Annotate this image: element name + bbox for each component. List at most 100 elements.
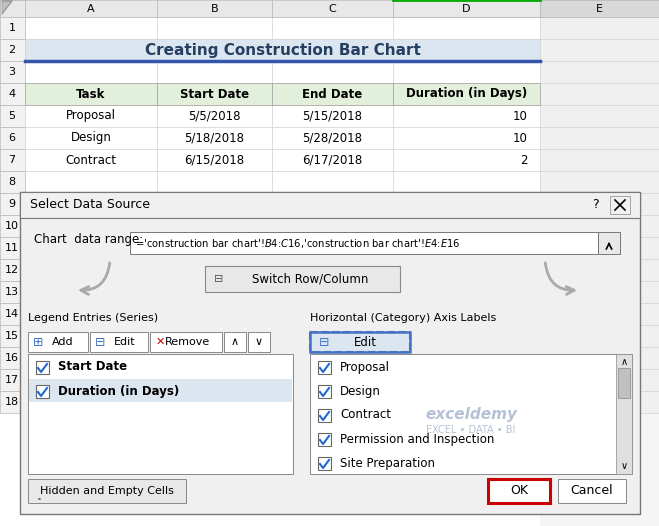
Bar — [618, 368, 630, 398]
Text: 6: 6 — [9, 133, 16, 143]
Bar — [393, 0, 540, 17]
Bar — [311, 427, 616, 450]
Bar — [157, 105, 272, 127]
Bar — [25, 193, 157, 215]
Bar — [310, 354, 632, 474]
Bar — [272, 215, 393, 237]
Bar — [272, 61, 393, 83]
Bar — [150, 332, 222, 352]
Bar — [540, 83, 659, 105]
Bar — [616, 354, 632, 474]
Bar — [25, 303, 157, 325]
Text: 3: 3 — [9, 67, 16, 77]
Bar — [157, 281, 272, 303]
Text: End Date: End Date — [302, 87, 362, 100]
Bar — [25, 39, 540, 61]
Bar — [310, 332, 410, 352]
Bar — [0, 105, 25, 127]
Bar — [272, 171, 393, 193]
Text: OK: OK — [510, 484, 528, 498]
Bar — [393, 171, 540, 193]
Bar — [157, 171, 272, 193]
Text: Duration (in Days): Duration (in Days) — [58, 385, 179, 398]
Bar — [25, 149, 157, 171]
Text: D: D — [462, 4, 471, 14]
Bar — [272, 193, 393, 215]
Bar — [272, 0, 393, 17]
Bar — [540, 61, 659, 83]
Bar — [598, 232, 620, 254]
FancyArrowPatch shape — [81, 263, 110, 295]
Bar — [393, 17, 540, 39]
Bar — [540, 281, 659, 303]
Bar — [157, 61, 272, 83]
Bar — [157, 83, 272, 105]
Bar — [540, 39, 659, 61]
Bar — [25, 105, 157, 127]
Bar — [311, 355, 616, 378]
Bar — [205, 266, 400, 292]
Bar — [272, 281, 393, 303]
Bar — [248, 332, 270, 352]
Bar — [393, 0, 540, 17]
Text: 15: 15 — [5, 331, 19, 341]
Text: ∧: ∧ — [620, 357, 627, 367]
Bar — [393, 105, 540, 127]
Text: 5/18/2018: 5/18/2018 — [185, 132, 244, 145]
Text: 10: 10 — [513, 109, 528, 123]
Bar — [0, 83, 25, 105]
Bar — [272, 391, 393, 413]
Bar — [157, 149, 272, 171]
Bar — [0, 347, 25, 369]
Bar — [318, 433, 331, 446]
Bar — [540, 391, 659, 413]
Bar — [36, 385, 49, 398]
Bar — [540, 303, 659, 325]
Bar — [540, 193, 659, 215]
Bar — [25, 39, 157, 61]
Bar — [540, 149, 659, 171]
Bar — [540, 39, 659, 61]
Bar — [540, 0, 659, 17]
Text: Horizontal (Category) Axis Labels: Horizontal (Category) Axis Labels — [310, 313, 496, 323]
Bar — [311, 403, 616, 426]
Bar — [157, 39, 272, 61]
Bar — [25, 369, 157, 391]
Bar — [540, 127, 659, 149]
Text: 9: 9 — [9, 199, 16, 209]
Bar — [540, 149, 659, 171]
Bar — [20, 192, 640, 514]
Bar — [25, 325, 157, 347]
Bar — [393, 259, 540, 281]
Bar — [393, 127, 540, 149]
Bar — [0, 0, 25, 17]
Bar — [157, 325, 272, 347]
Bar — [25, 391, 157, 413]
Bar — [29, 355, 292, 378]
FancyArrowPatch shape — [545, 263, 574, 295]
Bar — [0, 193, 25, 215]
Bar — [393, 237, 540, 259]
Bar — [393, 369, 540, 391]
Bar — [393, 347, 540, 369]
Bar — [393, 215, 540, 237]
Bar — [393, 303, 540, 325]
Text: ='construction bar chart'!$B$4:$C$16,'construction bar chart'!$E$4:$E$16: ='construction bar chart'!$B$4:$C$16,'co… — [135, 237, 461, 249]
Bar — [28, 332, 88, 352]
Bar — [540, 171, 659, 193]
Bar — [157, 193, 272, 215]
Bar — [540, 61, 659, 83]
Bar — [272, 237, 393, 259]
Text: Proposal: Proposal — [340, 360, 390, 373]
Text: Remove: Remove — [165, 337, 211, 347]
Bar — [393, 391, 540, 413]
Text: Design: Design — [340, 385, 381, 398]
Bar — [540, 0, 659, 17]
Bar — [0, 61, 25, 83]
Bar — [28, 479, 186, 503]
Text: Add: Add — [52, 337, 74, 347]
Bar — [28, 354, 293, 474]
Text: 2: 2 — [521, 154, 528, 167]
Text: Duration (in Days): Duration (in Days) — [406, 87, 527, 100]
Text: ✕: ✕ — [156, 337, 165, 347]
